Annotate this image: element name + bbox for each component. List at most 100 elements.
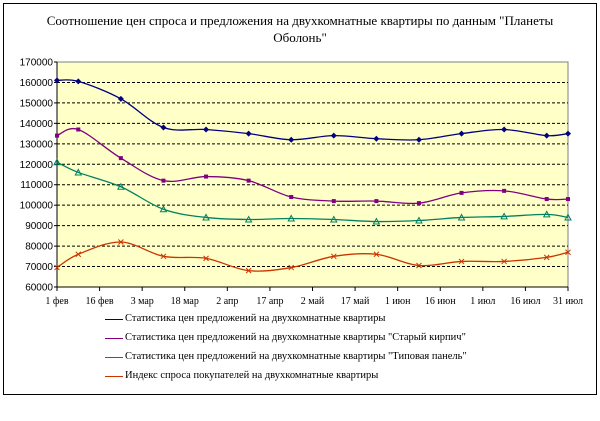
y-tick-label: 140000 — [20, 119, 54, 130]
data-point — [458, 258, 465, 265]
data-point — [543, 132, 550, 139]
data-point — [203, 126, 210, 133]
data-point — [331, 199, 336, 204]
data-point — [457, 213, 466, 221]
data-point — [374, 199, 379, 204]
x-tick-label: 16 фев — [86, 296, 114, 307]
data-point — [501, 258, 507, 265]
data-point — [55, 133, 59, 138]
x-tick-label: 31 июл — [553, 296, 583, 307]
y-tick-label: 60000 — [25, 283, 53, 294]
x-tick-label: 1 фев — [45, 296, 68, 307]
data-point — [76, 127, 81, 132]
y-tick-label: 70000 — [25, 262, 53, 273]
data-point — [245, 130, 252, 137]
data-point — [289, 195, 294, 199]
legend-item: Индекс спроса покупателей на двухкомнатн… — [105, 370, 379, 381]
data-point — [118, 156, 123, 161]
x-tick-label: 16 июн — [425, 296, 456, 307]
data-point — [416, 201, 421, 206]
legend-label: Статистика цен предложений на двухкомнат… — [125, 313, 386, 324]
chart-title: Соотношение цен спроса и предложения на … — [46, 13, 554, 45]
data-point — [159, 205, 168, 213]
x-tick-label: 3 мар — [131, 296, 154, 307]
y-tick-label: 90000 — [25, 221, 53, 232]
data-point — [54, 77, 60, 84]
data-point — [330, 253, 337, 260]
data-point — [74, 168, 83, 176]
data-point — [160, 253, 167, 260]
y-tick-label: 150000 — [20, 98, 54, 109]
data-point — [502, 188, 507, 193]
legend-label: Индекс спроса покупателей на двухкомнатн… — [125, 370, 379, 381]
data-point — [75, 78, 82, 85]
legend-swatch — [105, 357, 123, 358]
x-tick-label: 1 июн — [385, 296, 411, 307]
data-point — [544, 197, 549, 202]
data-point — [75, 251, 82, 258]
data-point — [118, 239, 124, 245]
data-point — [288, 264, 295, 271]
data-point — [542, 210, 551, 218]
series-line — [56, 241, 569, 272]
data-point — [373, 135, 380, 142]
data-point — [458, 130, 465, 137]
legend-swatch — [105, 338, 123, 339]
data-point — [204, 174, 209, 179]
y-tick-label: 100000 — [20, 201, 54, 212]
legend-swatch — [105, 319, 123, 320]
data-point — [565, 130, 571, 137]
data-point — [329, 215, 338, 223]
chart-frame — [3, 3, 597, 395]
data-point — [564, 213, 572, 221]
data-point — [53, 158, 61, 166]
legend-item: Статистика цен предложений на двухкомнат… — [105, 313, 386, 324]
data-point — [244, 215, 253, 223]
series-line — [56, 127, 569, 205]
x-tick-label: 16 июл — [510, 296, 540, 307]
legend-item: Статистика цен предложений на двухкомнат… — [105, 351, 467, 362]
x-tick-label: 2 май — [301, 296, 325, 307]
data-point — [202, 213, 210, 221]
data-point — [245, 267, 252, 274]
y-tick-label: 130000 — [20, 139, 54, 150]
data-point — [543, 254, 550, 261]
y-tick-label: 120000 — [20, 160, 54, 171]
x-tick-label: 18 мар — [171, 296, 199, 307]
data-point — [373, 251, 380, 258]
x-tick-label: 17 апр — [256, 296, 283, 307]
data-point — [203, 255, 209, 262]
data-point — [416, 262, 422, 269]
data-point — [566, 197, 570, 202]
legend-swatch — [105, 376, 123, 377]
legend-item: Статистика цен предложений на двухкомнат… — [105, 332, 466, 343]
data-point — [372, 217, 381, 225]
data-point — [160, 124, 167, 131]
legend-label: Статистика цен предложений на двухкомнат… — [125, 332, 466, 343]
x-tick-label: 17 май — [341, 296, 370, 307]
series-line — [56, 161, 569, 223]
data-point — [565, 249, 571, 256]
data-point — [501, 126, 508, 133]
data-point — [117, 182, 125, 190]
plot-area — [56, 61, 569, 288]
y-tick-label: 170000 — [20, 58, 54, 69]
series-line — [56, 79, 569, 141]
data-point — [415, 216, 423, 224]
data-point — [500, 212, 508, 220]
y-tick-label: 160000 — [20, 78, 54, 89]
data-point — [288, 136, 295, 143]
y-tick-label: 110000 — [20, 180, 53, 191]
data-point — [117, 95, 124, 102]
data-point — [459, 190, 464, 195]
data-point — [246, 178, 251, 183]
x-tick-label: 2 апр — [216, 296, 238, 307]
data-point — [330, 132, 337, 139]
y-tick-label: 80000 — [25, 242, 53, 253]
data-point — [54, 264, 60, 271]
data-point — [161, 178, 166, 183]
data-point — [415, 136, 422, 143]
legend-label: Статистика цен предложений на двухкомнат… — [125, 351, 467, 362]
x-tick-label: 1 июл — [470, 296, 495, 307]
